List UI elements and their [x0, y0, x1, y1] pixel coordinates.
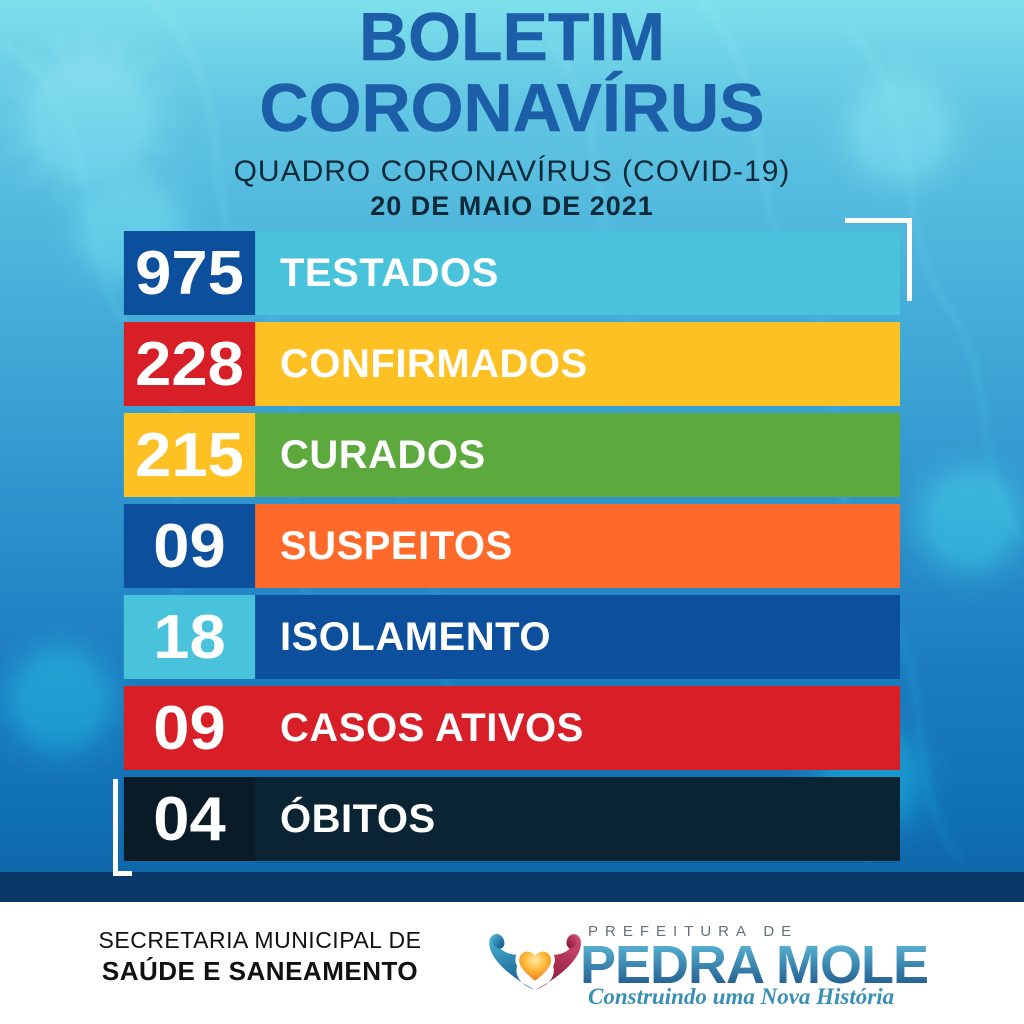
svg-text:Construindo uma Nova História: Construindo uma Nova História — [588, 984, 894, 1008]
